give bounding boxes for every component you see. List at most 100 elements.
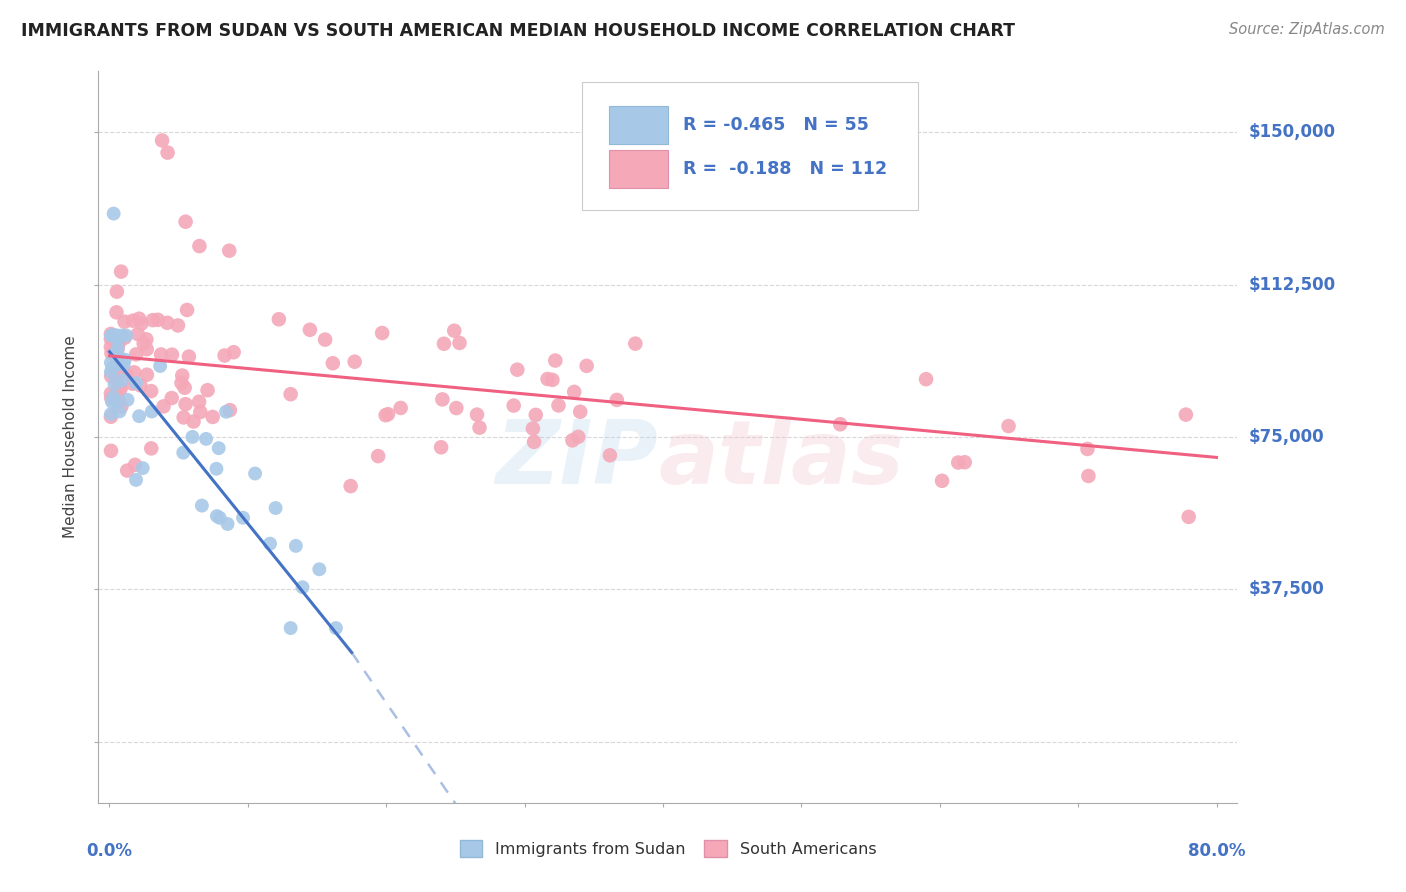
Point bbox=[105, 370, 128, 384]
Point bbox=[432, 392, 454, 407]
Point bbox=[100, 346, 122, 360]
Point bbox=[105, 394, 128, 409]
Point bbox=[105, 328, 128, 343]
Point bbox=[100, 407, 122, 421]
Point bbox=[124, 458, 146, 472]
Point bbox=[314, 333, 336, 347]
Text: 80.0%: 80.0% bbox=[1188, 842, 1246, 860]
Point bbox=[107, 342, 129, 356]
Point bbox=[107, 332, 129, 346]
Point bbox=[105, 330, 128, 344]
Y-axis label: Median Household Income: Median Household Income bbox=[63, 335, 79, 539]
Point bbox=[141, 404, 163, 418]
Point bbox=[606, 392, 628, 407]
Point bbox=[339, 479, 361, 493]
Point bbox=[1076, 442, 1098, 456]
Point bbox=[122, 365, 145, 379]
Point bbox=[197, 383, 219, 397]
Point bbox=[105, 357, 128, 371]
Point bbox=[232, 510, 254, 524]
Point bbox=[100, 369, 122, 384]
Text: $112,500: $112,500 bbox=[1249, 276, 1336, 293]
Point bbox=[208, 441, 231, 455]
Point bbox=[367, 449, 389, 463]
Point bbox=[105, 285, 128, 299]
Point bbox=[128, 409, 150, 424]
Point bbox=[561, 434, 583, 448]
Point bbox=[125, 347, 148, 361]
Point bbox=[443, 324, 465, 338]
Point bbox=[177, 350, 200, 364]
Text: $150,000: $150,000 bbox=[1249, 123, 1336, 141]
Point bbox=[146, 313, 169, 327]
Point bbox=[502, 399, 524, 413]
Point bbox=[101, 361, 124, 376]
Point bbox=[114, 352, 136, 367]
Text: atlas: atlas bbox=[659, 416, 904, 502]
Point bbox=[114, 315, 136, 329]
Point bbox=[104, 346, 127, 360]
Point bbox=[217, 516, 239, 531]
Point bbox=[127, 326, 149, 341]
Point bbox=[101, 395, 124, 409]
Text: R = -0.465   N = 55: R = -0.465 N = 55 bbox=[683, 116, 869, 134]
Point bbox=[100, 356, 122, 370]
Point bbox=[205, 462, 228, 476]
Point bbox=[131, 461, 153, 475]
Point bbox=[105, 357, 128, 371]
Point bbox=[103, 377, 125, 392]
Point bbox=[135, 342, 157, 356]
Point bbox=[1077, 469, 1099, 483]
Point bbox=[1177, 509, 1199, 524]
Point bbox=[132, 336, 155, 351]
Point bbox=[128, 311, 150, 326]
Point bbox=[264, 501, 287, 516]
Point bbox=[188, 239, 211, 253]
Point bbox=[112, 358, 135, 372]
Point bbox=[222, 345, 245, 359]
Point bbox=[108, 335, 131, 350]
Point bbox=[136, 368, 159, 382]
Point bbox=[562, 384, 585, 399]
Point bbox=[280, 621, 302, 635]
Point bbox=[107, 366, 129, 380]
Point bbox=[104, 366, 127, 380]
Point bbox=[104, 328, 127, 343]
Point bbox=[181, 430, 204, 444]
Point bbox=[243, 467, 266, 481]
Point bbox=[195, 432, 218, 446]
Point bbox=[156, 316, 179, 330]
Point bbox=[547, 398, 569, 412]
Text: Source: ZipAtlas.com: Source: ZipAtlas.com bbox=[1229, 22, 1385, 37]
Point bbox=[218, 244, 240, 258]
Point bbox=[150, 133, 173, 147]
Point bbox=[298, 323, 321, 337]
Point bbox=[915, 372, 938, 386]
Point bbox=[389, 401, 412, 415]
Point bbox=[105, 386, 128, 401]
Point bbox=[291, 580, 314, 594]
Point bbox=[830, 417, 852, 432]
Point bbox=[322, 356, 344, 370]
Point bbox=[131, 317, 153, 331]
Point bbox=[284, 539, 307, 553]
Legend: Immigrants from Sudan, South Americans: Immigrants from Sudan, South Americans bbox=[460, 840, 876, 857]
Point bbox=[506, 362, 529, 376]
Point bbox=[141, 442, 163, 456]
Point bbox=[103, 206, 125, 220]
Point bbox=[110, 400, 132, 414]
Text: $37,500: $37,500 bbox=[1249, 581, 1324, 599]
Point bbox=[108, 394, 131, 409]
Point bbox=[575, 359, 598, 373]
Point bbox=[173, 381, 195, 395]
Point bbox=[125, 473, 148, 487]
Point bbox=[105, 374, 128, 388]
Point bbox=[122, 313, 145, 327]
Point bbox=[343, 355, 366, 369]
Point bbox=[152, 400, 174, 414]
Point bbox=[191, 499, 214, 513]
Point bbox=[259, 536, 281, 550]
Point bbox=[100, 392, 122, 406]
Point bbox=[160, 348, 183, 362]
Point bbox=[115, 328, 138, 343]
